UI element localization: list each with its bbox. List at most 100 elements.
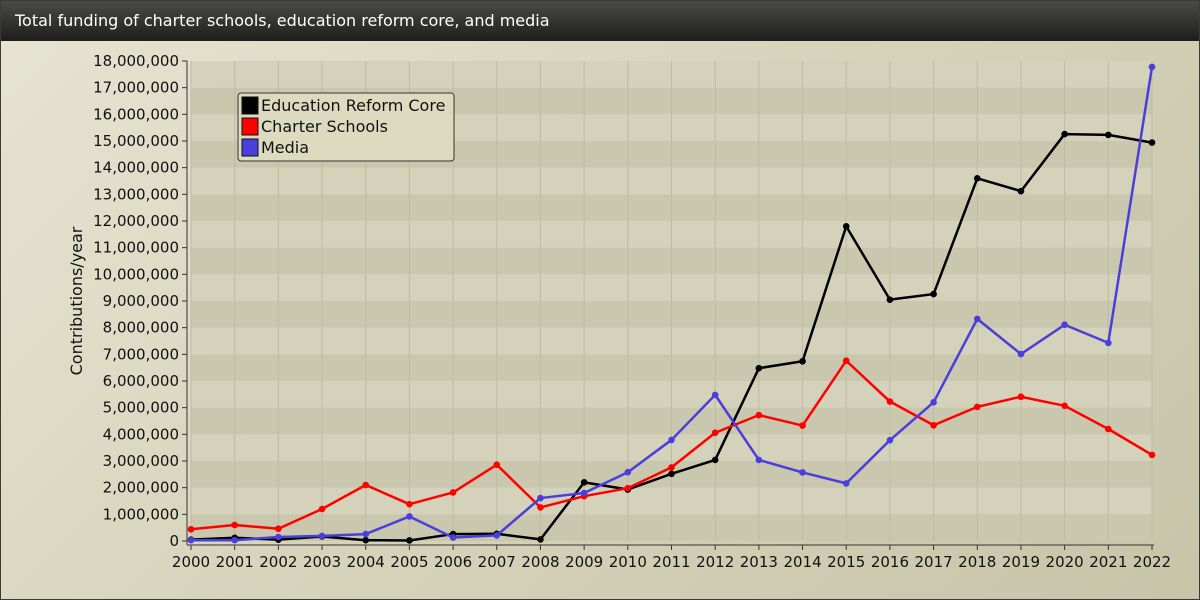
data-point [1105,339,1112,347]
y-tick-label: 5,000,000 [103,399,179,417]
x-tick-label: 2009 [565,553,603,571]
data-point [799,422,806,429]
legend-label: Education Reform Core [261,96,445,115]
data-point [1148,63,1156,71]
y-tick-label: 3,000,000 [103,452,179,470]
data-point [275,525,282,533]
x-tick-label: 2002 [259,553,297,571]
data-point [275,533,282,541]
data-point [580,489,588,497]
data-point [362,481,370,489]
data-point [537,536,544,543]
y-tick-label: 8,000,000 [103,319,179,337]
y-tick-label: 1,000,000 [103,505,179,523]
y-tick-label: 9,000,000 [103,292,179,310]
data-point [799,469,806,476]
x-tick-label: 2020 [1046,553,1084,571]
data-point [1148,451,1156,459]
x-tick-label: 2015 [827,553,865,571]
data-point [493,532,501,539]
data-point [973,403,981,411]
data-point [231,536,238,544]
data-point [580,479,588,486]
x-tick-label: 2018 [958,553,996,571]
data-point [711,429,719,437]
x-tick-label: 2016 [871,553,909,571]
data-point [973,315,981,323]
y-axis: 0 1,000,000 2,000,000 3,000,000 4,000,000 5,0… [93,52,188,550]
data-point [886,436,894,444]
y-tick-label: 10,000,000 [93,265,179,283]
data-point [842,223,850,230]
data-point [1105,131,1112,139]
y-tick-label: 12,000,000 [93,212,179,230]
y-tick-label: 4,000,000 [103,425,179,443]
data-point [886,398,894,405]
x-tick-label: 2010 [609,553,647,571]
legend-swatch [241,117,259,136]
data-point [755,364,763,372]
data-point [930,399,937,406]
data-point [1017,393,1025,401]
data-point [406,537,413,544]
x-tick-label: 2014 [783,553,821,571]
data-point [711,456,719,464]
data-point [318,505,326,513]
y-tick-label: 15,000,000 [93,132,179,150]
legend: Education Reform Core Charter Schools Medi… [237,92,455,162]
data-point [187,525,195,533]
x-tick-label: 2021 [1089,553,1127,571]
y-axis-title: Contributions/year [67,226,86,375]
x-tick-label: 2012 [696,553,734,571]
data-point [1148,139,1156,146]
data-point [187,536,195,544]
x-tick-label: 2007 [478,553,516,571]
x-tick-label: 2019 [1002,553,1040,571]
data-point [1061,321,1068,329]
y-tick-label: 13,000,000 [93,185,179,203]
data-point [842,480,850,487]
data-point [1017,187,1025,195]
x-tick-label: 2008 [521,553,559,571]
data-point [362,530,370,538]
data-point [1017,350,1025,358]
legend-box [237,92,455,162]
data-point [668,464,675,471]
y-tick-label: 6,000,000 [103,372,179,390]
data-point [537,504,544,511]
data-point [886,296,894,303]
x-tick-label: 2022 [1133,553,1171,571]
y-tick-label: 14,000,000 [93,159,179,177]
data-point [318,532,326,540]
x-tick-label: 2013 [740,553,778,571]
y-tick-label: 2,000,000 [103,479,179,497]
legend-swatch [241,138,259,157]
x-tick-label: 2004 [347,553,385,571]
data-point [668,470,675,478]
data-point [362,536,370,544]
data-point [755,456,763,464]
data-point [449,534,457,541]
series-lines [187,63,1156,544]
x-tick-label: 2003 [303,553,341,571]
x-tick-label: 2017 [914,553,952,571]
data-point [755,411,763,419]
y-tick-label: 16,000,000 [93,105,179,123]
data-point [711,391,719,399]
y-tick-label: 7,000,000 [103,345,179,363]
x-tick-label: 2000 [172,553,210,571]
legend-label: Media [261,138,309,157]
x-tick-label: 2006 [434,553,472,571]
data-point [1105,425,1112,433]
y-tick-label: 11,000,000 [93,239,179,257]
data-point [231,521,238,529]
data-point [1061,402,1068,410]
data-point [449,489,457,496]
data-point [406,513,413,520]
data-point [930,290,937,298]
legend-label: Charter Schools [261,117,388,136]
data-point [493,461,501,469]
y-tick-label: 0 [169,532,179,550]
